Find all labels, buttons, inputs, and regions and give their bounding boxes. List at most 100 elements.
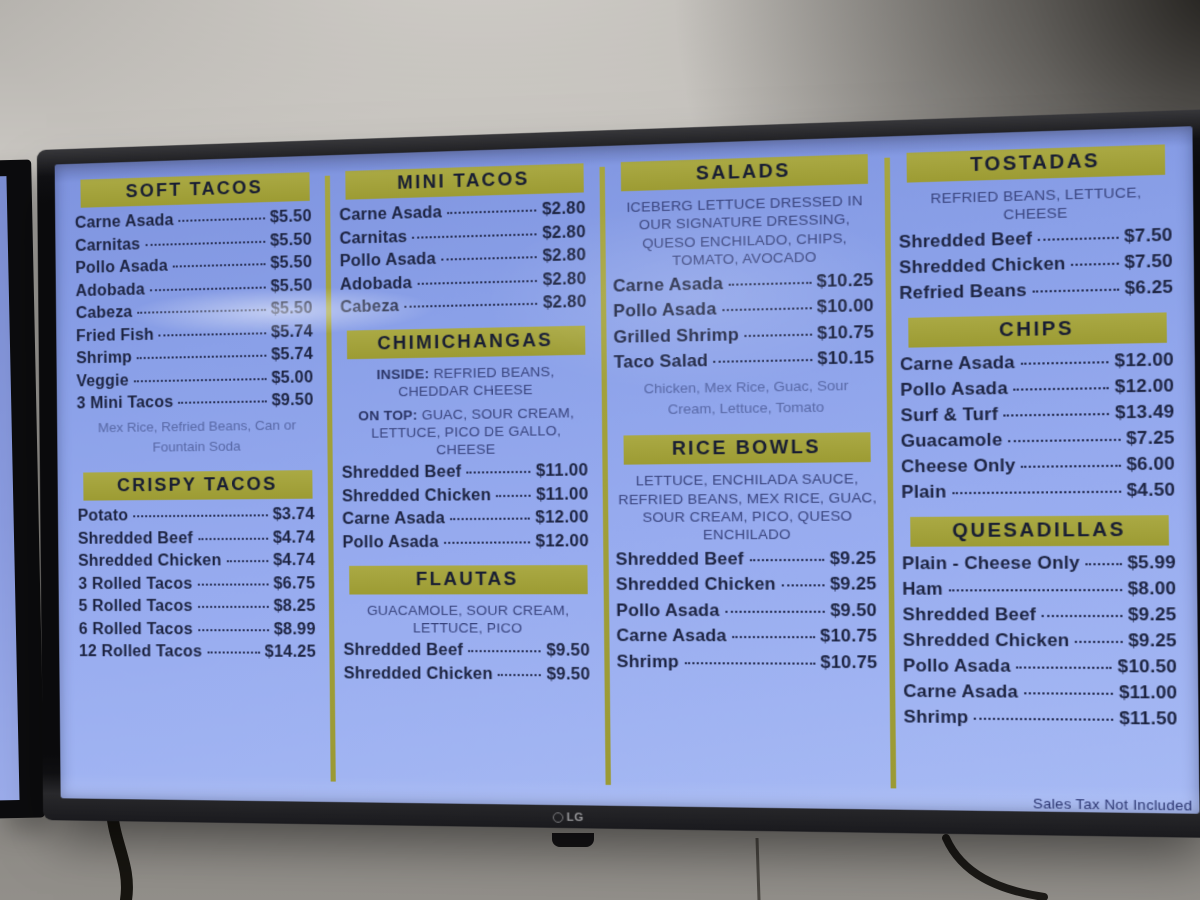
dot-leader: [781, 584, 825, 587]
menu-item: Shredded Beef $4.74: [78, 529, 315, 549]
menu-item: Shredded Chicken $4.74: [78, 552, 315, 571]
item-name: Carnitas: [339, 228, 408, 248]
item-name: Taco Salad: [613, 351, 709, 373]
menu-section: SALADS ICEBERG LETTUCE DRESSED IN OUR SIG…: [607, 154, 883, 423]
menu-item: Shredded Beef $9.25: [902, 605, 1176, 626]
section-description: LETTUCE, ENCHILADA SAUCE, REFRIED BEANS,…: [618, 471, 878, 543]
menu-item: Surf & Turf $13.49: [900, 402, 1174, 426]
item-price: $2.80: [542, 269, 587, 289]
menu-item: Adobada $2.80: [340, 270, 586, 295]
left-tv-screen-sliver: [0, 176, 20, 801]
item-name: Shredded Beef: [343, 641, 464, 660]
menu-section: SOFT TACOS Carne Asada $5.50 Carnitas $5.50 P…: [69, 172, 325, 460]
item-name: Pollo Asada: [616, 601, 720, 621]
dot-leader: [466, 471, 531, 474]
item-name: Cabeza: [340, 297, 400, 317]
menu-item: Adobada $5.50: [75, 277, 312, 301]
menu-item: Fried Fish $5.74: [76, 323, 313, 346]
item-name: Veggie: [76, 371, 129, 390]
menu-item: Shredded Chicken $9.25: [616, 575, 877, 596]
item-price: $9.50: [271, 391, 314, 410]
item-name: Carne Asada: [74, 211, 174, 232]
section-note: Chicken, Mex Rice, Guac, Sour Cream, Let…: [643, 376, 849, 418]
item-name: Pollo Asada: [339, 250, 437, 271]
dot-leader: [1023, 691, 1114, 695]
menu-item: 6 Rolled Tacos $8.99: [79, 621, 316, 639]
menu-item: 12 Rolled Tacos $14.25: [79, 643, 316, 662]
menu-section: FLAUTAS GUACAMOLE, SOUR CREAM, LETTUCE, P…: [337, 564, 601, 685]
menu-item: Pollo Asada $10.50: [903, 656, 1177, 677]
menu-item: Carne Asada $12.00: [342, 509, 589, 529]
dot-leader: [974, 717, 1114, 721]
item-price: $9.50: [830, 601, 878, 621]
dot-leader: [1020, 360, 1109, 365]
item-price: $10.75: [817, 322, 875, 343]
dot-leader: [178, 400, 267, 404]
item-price: $11.50: [1119, 708, 1178, 729]
section-description: GUACAMOLE, SOUR CREAM, LETTUCE, PICO: [366, 602, 570, 636]
menu-section: QUESADILLAS Plain - Cheese Only $5.99 Ham $8…: [897, 514, 1185, 730]
item-price: $8.25: [273, 597, 316, 616]
item-name: 6 Rolled Tacos: [78, 620, 193, 639]
item-name: Shredded Chicken: [343, 664, 493, 684]
menu-item: Shredded Beef $9.25: [616, 549, 877, 570]
dot-leader: [1021, 464, 1121, 468]
menu-item: Potato $3.74: [78, 506, 315, 526]
dot-leader: [728, 281, 812, 286]
item-price: $10.15: [817, 348, 875, 369]
item-name: Shredded Chicken: [341, 486, 492, 506]
section-description: ON TOP: GUAC, SOUR CREAM, LETTUCE, PICO …: [358, 404, 575, 458]
dot-leader: [137, 308, 266, 314]
item-price: $4.74: [272, 529, 315, 547]
item-price: $7.50: [1123, 225, 1173, 246]
dot-leader: [498, 673, 542, 677]
section-header: RICE BOWLS: [622, 432, 872, 466]
item-price: $6.00: [1126, 453, 1176, 474]
menu-item: Carne Asada $11.00: [903, 682, 1177, 704]
item-price: $14.25: [264, 643, 316, 662]
menu-item: Ham $8.00: [902, 579, 1176, 600]
item-price: $5.00: [271, 368, 314, 387]
menu-item: Shrimp $10.75: [617, 652, 878, 673]
dot-leader: [1038, 236, 1119, 241]
section-header: SOFT TACOS: [80, 172, 310, 208]
item-price: $4.74: [273, 552, 316, 570]
menu-item: Cheese Only $6.00: [901, 454, 1175, 477]
item-price: $5.50: [270, 299, 313, 318]
dot-leader: [178, 217, 265, 222]
section-header: TOSTADAS: [906, 144, 1166, 183]
section-header: FLAUTAS: [348, 564, 588, 595]
lg-circle-icon: [552, 811, 564, 823]
item-price: $7.25: [1126, 427, 1175, 448]
dot-leader: [443, 541, 531, 544]
menu-item: Shrimp $11.50: [903, 707, 1177, 729]
dot-leader: [412, 232, 537, 239]
item-price: $8.99: [273, 620, 316, 639]
menu-section: MINI TACOS Carne Asada $2.80 Carnitas $2.80 P…: [333, 163, 597, 318]
dot-leader: [450, 517, 531, 521]
dot-leader: [226, 560, 269, 563]
item-price: $2.80: [542, 293, 587, 312]
item-price: $10.50: [1117, 656, 1178, 677]
dot-leader: [145, 240, 266, 246]
dot-leader: [197, 537, 268, 540]
menu-item: Shredded Chicken $7.50: [899, 251, 1173, 278]
sales-tax-note: Sales Tax Not Included: [1032, 795, 1193, 814]
menu-item: Veggie $5.00: [76, 369, 313, 391]
dot-leader: [724, 610, 825, 613]
item-price: $9.25: [829, 549, 877, 569]
section-header: SALADS: [620, 154, 869, 192]
item-name: Pollo Asada: [902, 655, 1011, 676]
dot-leader: [732, 636, 815, 639]
menu-item: Pollo Asada $2.80: [340, 247, 586, 272]
menu-item: Carne Asada $10.75: [616, 627, 877, 647]
dot-leader: [1041, 614, 1123, 617]
item-name: Shredded Chicken: [615, 575, 776, 595]
item-price: $11.00: [536, 485, 589, 504]
item-price: $5.50: [270, 276, 313, 296]
tv-screen: SOFT TACOS Carne Asada $5.50 Carnitas $5.50 P…: [54, 126, 1200, 814]
dot-leader: [713, 359, 812, 363]
desc-label: ON TOP:: [358, 406, 422, 424]
item-name: Shredded Beef: [898, 228, 1033, 252]
item-name: Grilled Shrimp: [613, 325, 740, 347]
